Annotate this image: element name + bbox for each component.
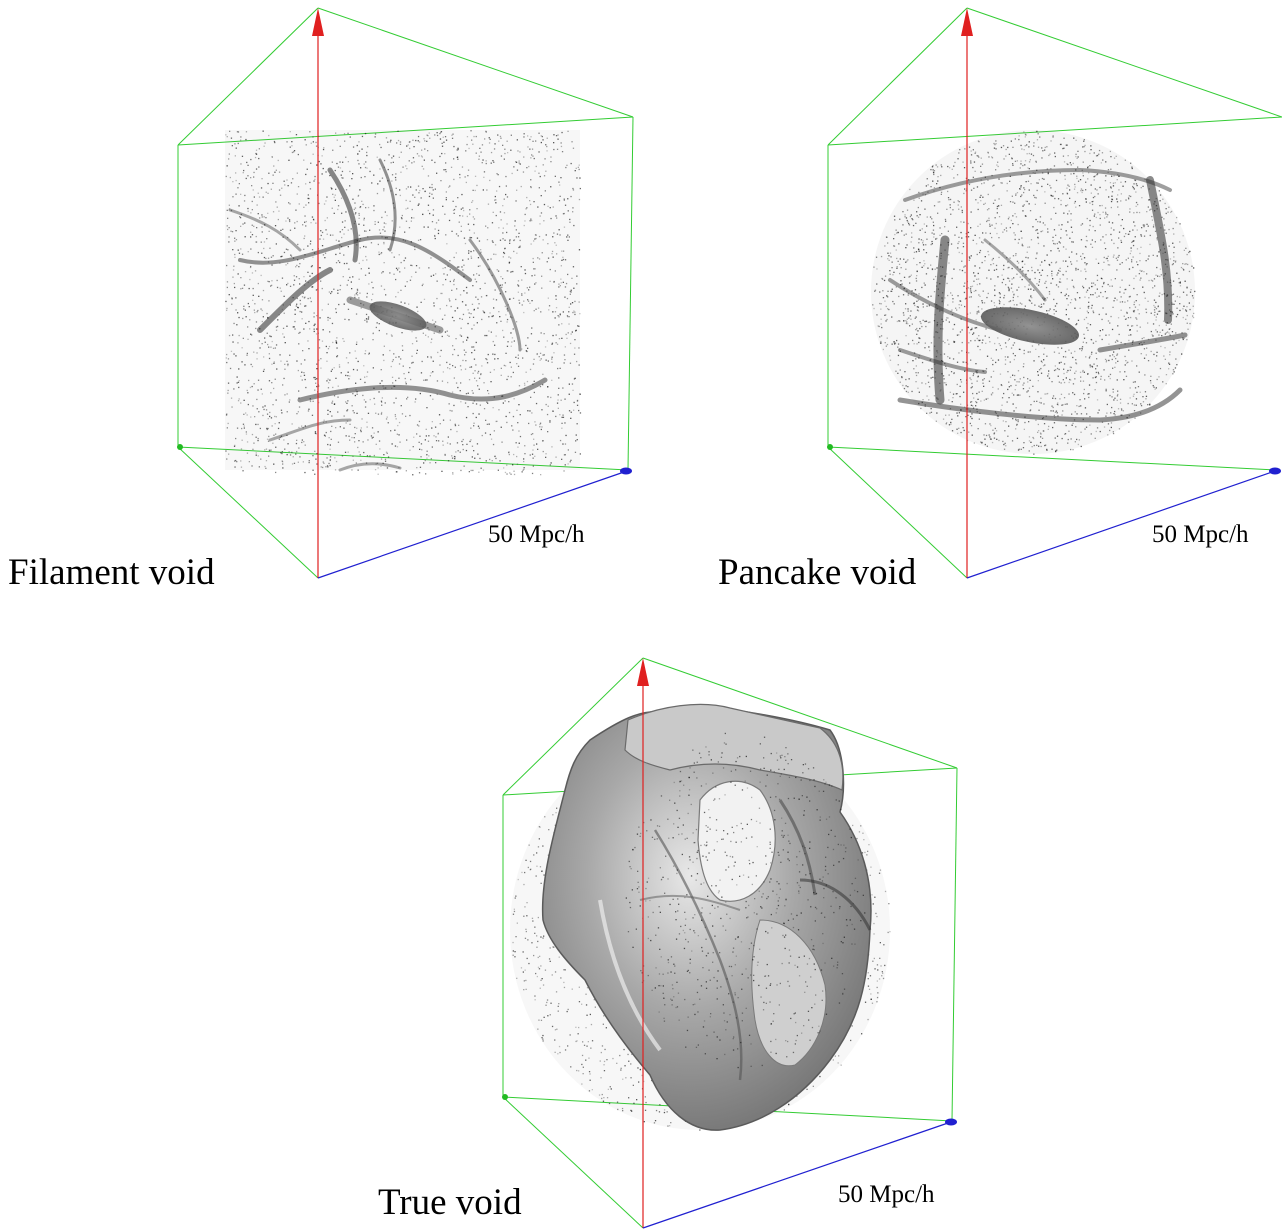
green-corner-marker-icon: [827, 444, 833, 450]
void-isosurface: [541, 703, 872, 1131]
panel-pancake-void: 50 Mpc/h Pancake void: [718, 7, 1282, 593]
wall-network: [888, 167, 1188, 423]
green-corner-marker-icon: [177, 444, 183, 450]
blue-axis-marker-icon: [945, 1118, 957, 1126]
green-corner-marker-icon: [502, 1094, 508, 1100]
blue-axis-marker-icon: [620, 467, 632, 475]
up-arrow-icon: [312, 8, 324, 36]
particle-overlay: [625, 732, 866, 1069]
blue-horizontal-axis: [317, 471, 625, 579]
scale-label: 50 Mpc/h: [488, 521, 585, 548]
panel-filament-void: 50 Mpc/h Filament void: [8, 7, 634, 593]
scale-label: 50 Mpc/h: [1152, 521, 1249, 548]
scale-label: 50 Mpc/h: [838, 1181, 935, 1208]
particle-cloud: [225, 130, 582, 476]
panel-title: Pancake void: [718, 552, 917, 593]
blue-axis-marker-icon: [1269, 467, 1281, 475]
panel-title: True void: [378, 1182, 522, 1223]
central-density-blob: [369, 301, 427, 331]
box-frame: [177, 7, 634, 579]
panel-true-void: 50 Mpc/h True void: [378, 657, 958, 1229]
up-arrow-icon: [961, 8, 973, 36]
central-pancake-surface: [980, 307, 1080, 345]
up-arrow-icon: [637, 658, 649, 686]
blue-horizontal-axis: [642, 1122, 949, 1229]
blue-horizontal-axis: [966, 471, 1273, 579]
box-frame: [827, 7, 1282, 579]
panel-title: Filament void: [8, 552, 215, 593]
filament-network: [228, 158, 548, 472]
